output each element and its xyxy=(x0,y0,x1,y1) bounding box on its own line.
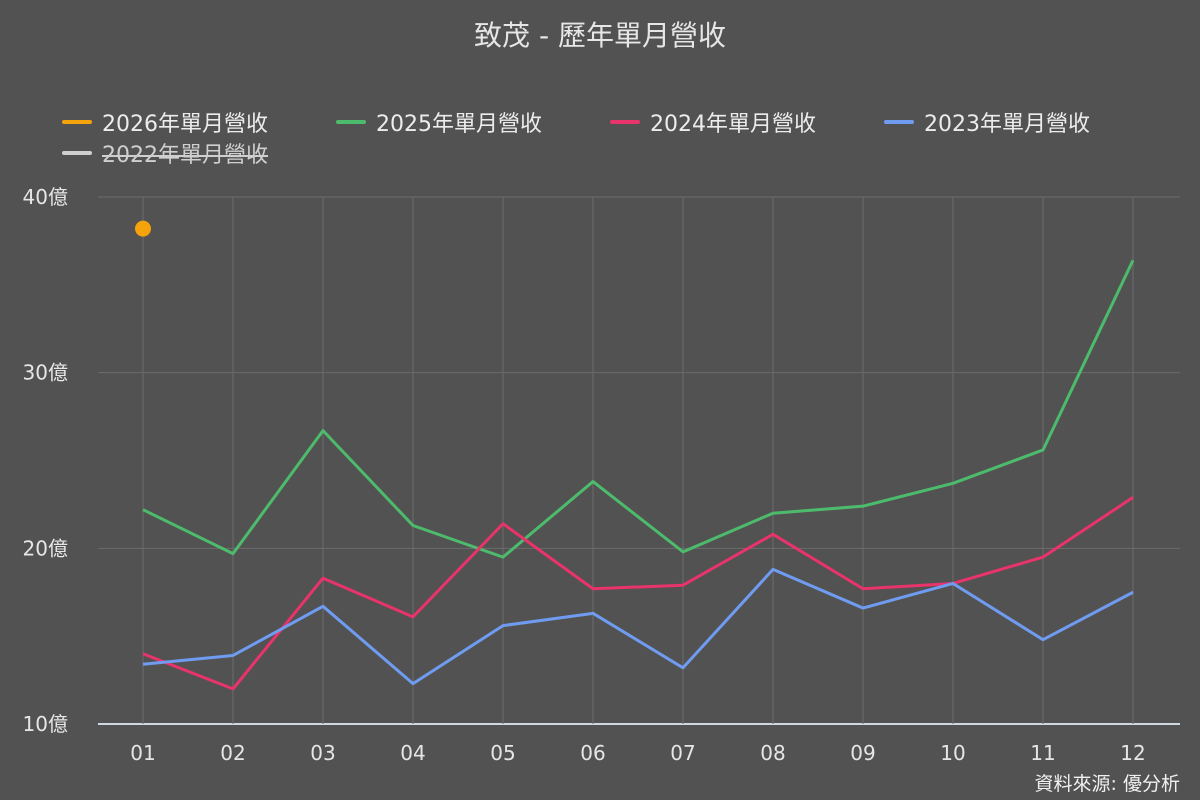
legend-item-2022[interactable]: 2022年單月營收 xyxy=(62,137,268,169)
data-point-2026年單月營收 xyxy=(135,220,151,237)
legend-item-2024[interactable]: 2024年單月營收 xyxy=(610,106,816,138)
x-tick-label: 10 xyxy=(940,741,965,765)
x-tick-label: 09 xyxy=(850,741,875,765)
x-tick-label: 12 xyxy=(1120,741,1145,765)
y-tick-label: 10億 xyxy=(23,712,68,736)
legend-label: 2022年單月營收 xyxy=(102,143,268,168)
series-line-2023年單月營收 xyxy=(142,567,1134,686)
series-line-2024年單月營收 xyxy=(142,496,1134,691)
x-tick-label: 05 xyxy=(490,741,515,765)
legend-item-2025[interactable]: 2025年單月營收 xyxy=(336,106,542,138)
x-tick-label: 08 xyxy=(760,741,785,765)
y-tick-label: 30億 xyxy=(23,361,68,385)
legend-item-2023[interactable]: 2023年單月營收 xyxy=(884,106,1090,138)
legend-swatch xyxy=(610,120,640,124)
legend-item-2026[interactable]: 2026年單月營收 xyxy=(62,106,268,138)
chart-title: 致茂 - 歷年單月營收 xyxy=(474,19,726,52)
legend-swatch xyxy=(62,120,92,124)
y-tick-label: 40億 xyxy=(23,185,68,209)
series-line-2025年單月營收 xyxy=(142,259,1135,559)
x-tick-label: 03 xyxy=(310,741,335,765)
legend-label: 2023年單月營收 xyxy=(924,112,1090,137)
x-tick-label: 01 xyxy=(130,741,155,765)
legend-swatch xyxy=(336,120,366,124)
legend-label: 2026年單月營收 xyxy=(102,112,268,137)
y-tick-label: 20億 xyxy=(23,536,68,560)
legend-label: 2024年單月營收 xyxy=(650,112,816,137)
x-tick-label: 11 xyxy=(1030,741,1055,765)
legend-label: 2025年單月營收 xyxy=(376,112,542,137)
legend-swatch xyxy=(62,151,92,155)
source-credit: 資料來源: 優分析 xyxy=(1034,773,1180,795)
x-tick-label: 06 xyxy=(580,741,605,765)
x-tick-label: 02 xyxy=(220,741,245,765)
x-tick-label: 04 xyxy=(400,741,425,765)
x-tick-label: 07 xyxy=(670,741,695,765)
legend-swatch xyxy=(884,120,914,124)
